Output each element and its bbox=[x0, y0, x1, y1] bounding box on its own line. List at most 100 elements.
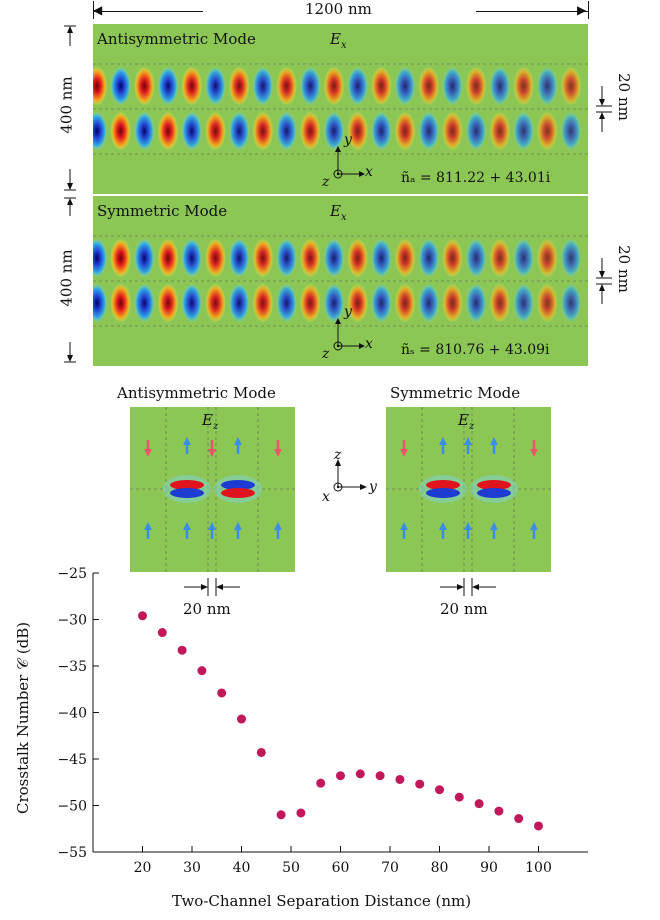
arrow-down-icon bbox=[144, 440, 152, 457]
arrow-up-icon bbox=[400, 522, 408, 539]
symmetric-upper-lobe bbox=[252, 239, 273, 277]
symmetric-upper-lobe bbox=[134, 239, 155, 277]
antisymmetric-upper-lobe bbox=[276, 67, 297, 105]
symmetric-upper-lobe bbox=[371, 239, 392, 277]
antisymmetric-height-label: 400 nm bbox=[57, 76, 76, 134]
crosstalk-chart: −25 −30 −35 −40 −45 −50 −55 20 30 40 50 60 70 80 90 100 bbox=[57, 566, 588, 876]
chart-axes: −25 −30 −35 −40 −45 −50 −55 20 30 40 50 60 70 80 90 100 bbox=[57, 566, 588, 876]
width-arrowhead-right: ▶ bbox=[577, 3, 587, 17]
antisymmetric-ex-panel: Antisymmetric Mode Ex y z x ñₐ = 811.22 … bbox=[93, 24, 588, 194]
antisymmetric-lower-lobe bbox=[489, 112, 510, 150]
symmetric-ex-field-label: Ex bbox=[330, 202, 347, 223]
y-tick-label: −45 bbox=[57, 752, 87, 768]
symmetric-lower-lobe bbox=[537, 284, 558, 322]
antisymmetric-lower-lobe bbox=[229, 112, 250, 150]
width-dimension-line-left bbox=[93, 11, 203, 12]
antisymmetric-lower-channel bbox=[93, 112, 581, 150]
symmetric-upper-lobe bbox=[561, 239, 581, 277]
middle-antisymmetric-gap-label: 20 nm bbox=[183, 600, 231, 618]
x-tick-label: 40 bbox=[233, 860, 251, 876]
data-point bbox=[177, 645, 187, 655]
symmetric-upper-lobe bbox=[442, 239, 463, 277]
symmetric-upper-lobe bbox=[324, 239, 344, 277]
antisymmetric-lower-lobe bbox=[276, 112, 297, 150]
symmetric-arrows bbox=[400, 437, 538, 539]
data-point bbox=[415, 779, 425, 789]
x-tick-label: 90 bbox=[480, 860, 498, 876]
arrow-up-icon bbox=[183, 522, 191, 539]
x-tick-label: 70 bbox=[381, 860, 399, 876]
data-point bbox=[395, 774, 405, 784]
x-tick-label: 100 bbox=[525, 860, 552, 876]
symmetric-upper-lobe bbox=[513, 239, 534, 277]
symmetric-upper-lobe bbox=[300, 239, 321, 277]
y-tick-label: −30 bbox=[57, 613, 87, 629]
symmetric-upper-lobe bbox=[347, 239, 368, 277]
antisymmetric-upper-lobe bbox=[418, 67, 439, 105]
arrow-up-icon bbox=[183, 437, 191, 454]
antisymmetric-lower-lobe bbox=[93, 112, 107, 150]
arrow-down-icon bbox=[530, 440, 538, 457]
antisymmetric-upper-channel bbox=[93, 67, 581, 105]
middle-symmetric-gap-label: 20 nm bbox=[440, 600, 488, 618]
data-point bbox=[217, 688, 227, 698]
data-point bbox=[296, 808, 306, 818]
symmetric-ex-title: Symmetric Mode bbox=[97, 202, 228, 220]
arrow-up-icon bbox=[530, 522, 538, 539]
axis-x-label: x bbox=[365, 336, 373, 352]
axis-z-label: z bbox=[322, 174, 330, 190]
middle-symmetric-panel: Ez bbox=[386, 407, 551, 572]
arrow-down-icon bbox=[400, 440, 408, 457]
symmetric-lower-lobe bbox=[466, 284, 487, 322]
antisymmetric-lower-lobe bbox=[205, 112, 226, 150]
middle-antisymmetric-panel: Ez bbox=[130, 407, 295, 572]
symmetric-lower-lobe bbox=[371, 284, 392, 322]
arrow-up-icon bbox=[439, 437, 447, 454]
antisymmetric-upper-lobe bbox=[205, 67, 226, 105]
data-point bbox=[514, 814, 524, 824]
symmetric-upper-lobe bbox=[93, 239, 107, 277]
antisymmetric-upper-lobe bbox=[395, 67, 416, 105]
chart-xlabel: Two-Channel Separation Distance (nm) bbox=[172, 892, 472, 910]
antisymmetric-ex-field-label: Ex bbox=[330, 30, 347, 51]
symmetric-lower-lobe bbox=[252, 284, 273, 322]
x-tick-label: 20 bbox=[134, 860, 152, 876]
symmetric-ex-panel: Symmetric Mode Ex y z x ñₛ = 810.76 + 43… bbox=[93, 196, 588, 366]
antisymmetric-lower-lobe bbox=[561, 112, 581, 150]
symmetric-upper-lobe bbox=[537, 239, 558, 277]
chart-ylabel: Crosstalk Number 𝒞 (dB) bbox=[14, 621, 32, 814]
arrow-up-icon bbox=[439, 522, 447, 539]
symmetric-lower-lobe bbox=[513, 284, 534, 322]
antisymmetric-lower-lobe bbox=[134, 112, 155, 150]
data-point bbox=[454, 792, 464, 802]
width-dimension-tick-right bbox=[588, 1, 589, 19]
axis-y-label: y bbox=[344, 132, 352, 148]
arrow-up-icon bbox=[490, 437, 498, 454]
width-dimension-label: 1200 nm bbox=[305, 0, 372, 18]
width-arrowhead-left: ◀ bbox=[93, 3, 103, 17]
antisymmetric-arrows bbox=[144, 437, 282, 539]
symmetric-lower-lobe bbox=[158, 284, 179, 322]
antisymmetric-ex-field-map bbox=[93, 63, 588, 155]
symmetric-lower-lobe bbox=[347, 284, 368, 322]
antisymmetric-upper-lobe bbox=[134, 67, 155, 105]
middle-symmetric-field-label: Ez bbox=[458, 411, 475, 432]
middle-axis-z-label: z bbox=[334, 447, 342, 463]
middle-symmetric-gap-dimension bbox=[440, 578, 496, 596]
arrow-up-icon bbox=[234, 522, 242, 539]
antisymmetric-lower-lobe bbox=[347, 112, 368, 150]
antisymmetric-upper-lobe bbox=[561, 67, 581, 105]
arrow-down-icon bbox=[274, 440, 282, 457]
antisymmetric-lower-lobe bbox=[371, 112, 392, 150]
symmetric-lower-lobe bbox=[418, 284, 439, 322]
antisymmetric-upper-lobe bbox=[513, 67, 534, 105]
antisymmetric-upper-lobe bbox=[110, 67, 131, 105]
antisymmetric-ez-map bbox=[130, 407, 295, 572]
symmetric-lower-lobe bbox=[300, 284, 321, 322]
antisymmetric-lower-lobe bbox=[442, 112, 463, 150]
antisymmetric-upper-lobe bbox=[229, 67, 250, 105]
symmetric-ex-field-map bbox=[93, 235, 588, 327]
data-point bbox=[494, 806, 504, 816]
arrow-up-icon bbox=[234, 437, 242, 454]
data-point bbox=[336, 771, 345, 781]
